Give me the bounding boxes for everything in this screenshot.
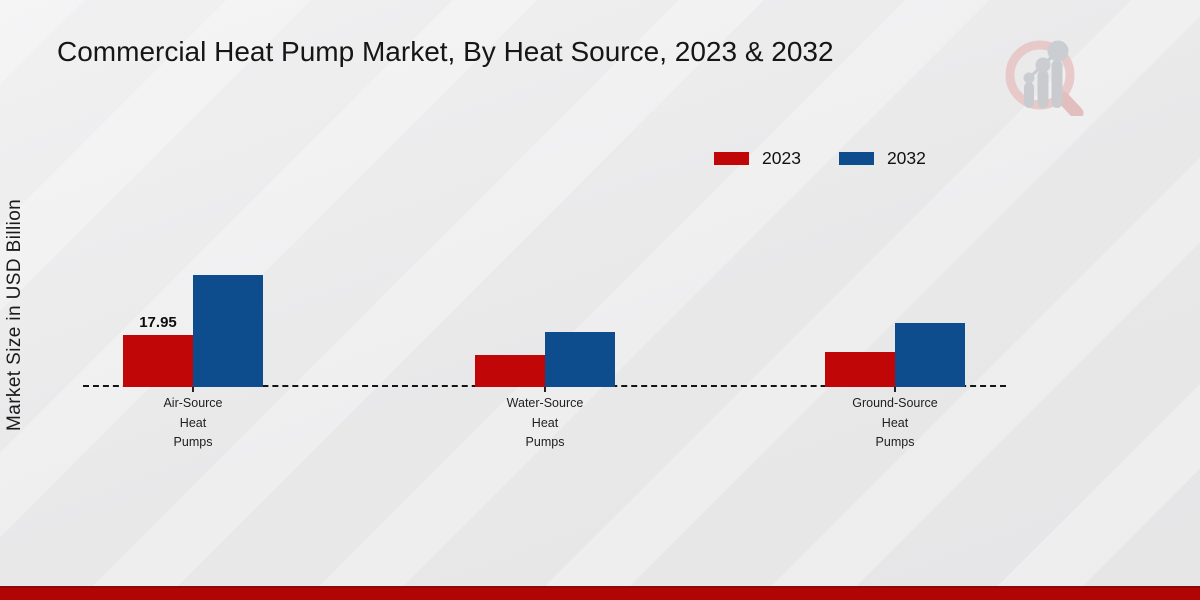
logo-dot-large [1047, 40, 1069, 62]
bar-2032-category-0 [193, 275, 263, 387]
bar-2032-category-1 [545, 332, 615, 387]
magnifier-growth-chart-logo [1005, 40, 1084, 116]
legend-item-2032: 2032 [838, 148, 926, 169]
logo-bar-medium [1037, 70, 1049, 108]
legend-swatch-2032 [838, 152, 874, 165]
legend: 2023 2032 [714, 148, 926, 169]
x-axis-category-label: Air-Source Heat Pumps [163, 396, 223, 449]
logo-dot-small [1023, 72, 1035, 84]
bar-value-label: 17.95 [139, 314, 177, 331]
bar-2023-category-2 [825, 352, 895, 387]
magnifier-handle [1056, 91, 1084, 116]
x-axis-category-label: Ground-Source Heat Pumps [852, 396, 938, 449]
logo-bar-tall [1051, 60, 1063, 108]
bar-2023-category-1 [475, 355, 545, 387]
bar-2032-category-2 [895, 323, 965, 387]
footer-band [0, 586, 1200, 600]
legend-swatch-2023 [714, 152, 749, 165]
legend-label-2023: 2023 [762, 148, 801, 168]
x-axis-tick [192, 387, 194, 392]
x-axis-category-label: Water-Source Heat Pumps [506, 396, 584, 449]
x-axis-tick [544, 387, 546, 392]
logo-bar-small [1024, 82, 1034, 108]
x-axis-tick [894, 387, 896, 392]
chart-title: Commercial Heat Pump Market, By Heat Sou… [57, 36, 834, 67]
legend-item-2023: 2023 [714, 148, 801, 169]
legend-label-2032: 2032 [886, 148, 926, 168]
bar-2023-category-0 [123, 335, 193, 387]
logo-dot-medium [1035, 57, 1051, 73]
